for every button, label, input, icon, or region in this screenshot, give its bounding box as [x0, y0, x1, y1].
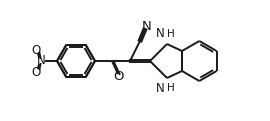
Text: H: H	[167, 83, 175, 93]
Text: N: N	[37, 54, 45, 68]
Text: O: O	[31, 44, 40, 57]
Text: H: H	[167, 29, 175, 39]
Text: N: N	[142, 20, 152, 34]
Text: N: N	[156, 82, 165, 95]
Text: O: O	[31, 65, 40, 79]
Text: O: O	[114, 71, 124, 83]
Text: N: N	[156, 27, 165, 40]
